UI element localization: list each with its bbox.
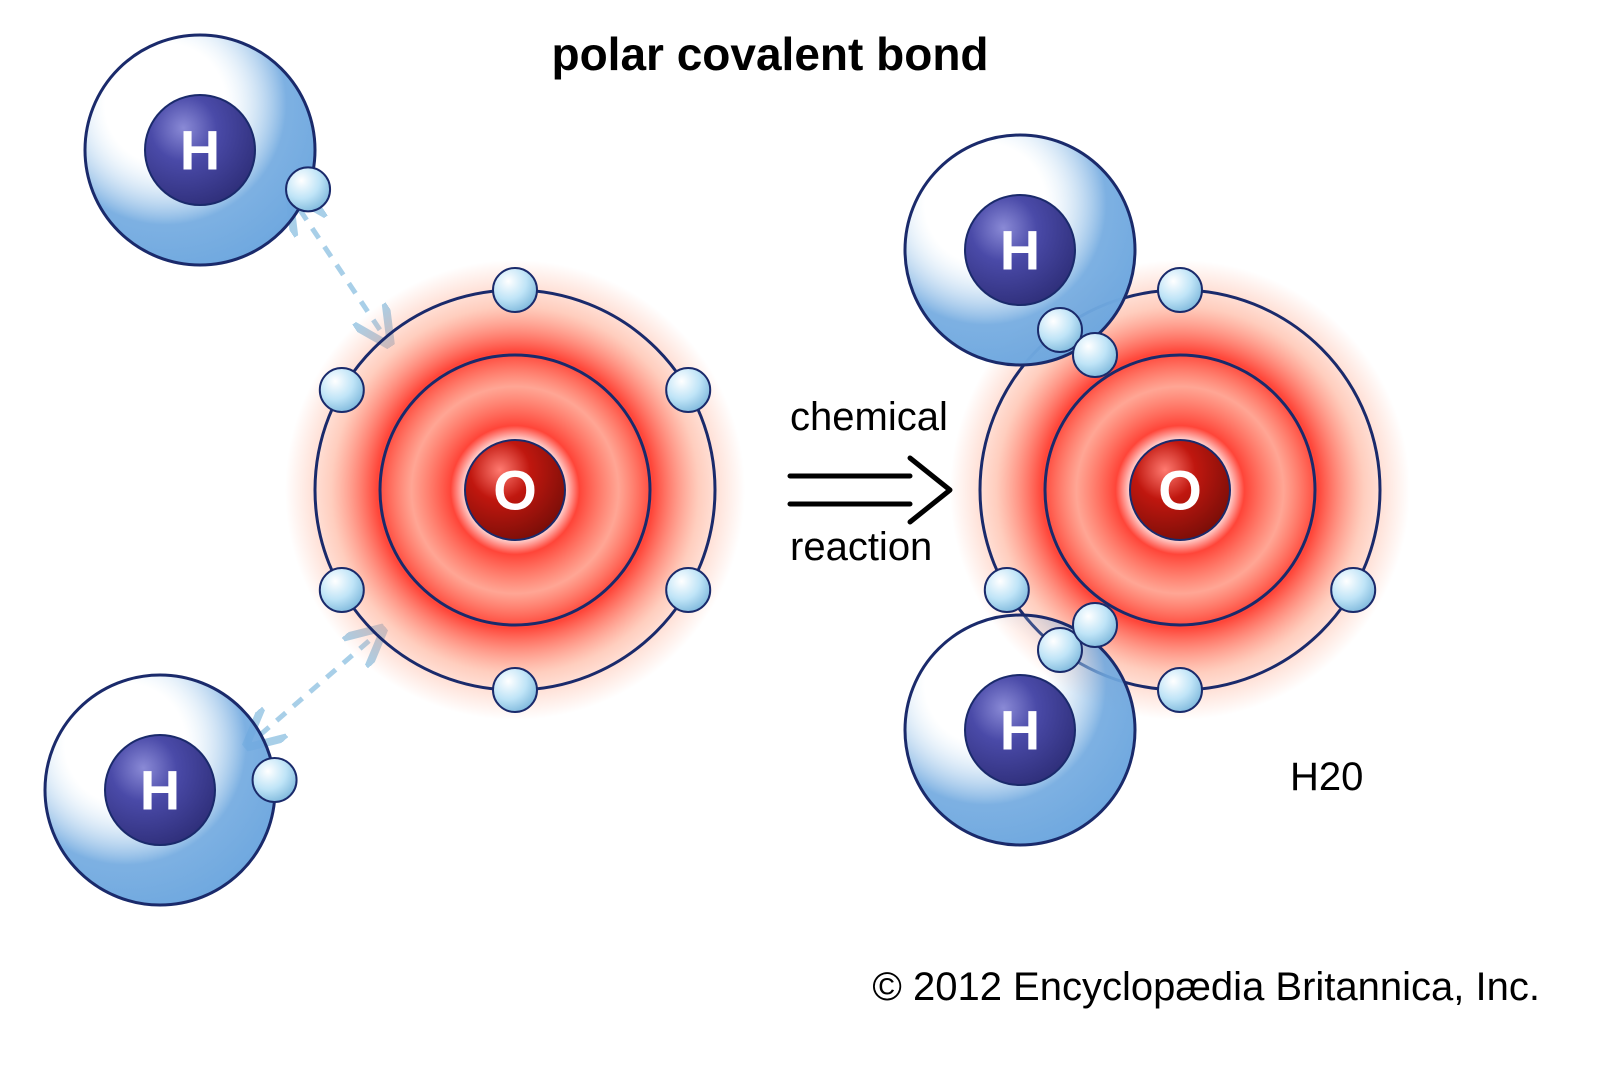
left-oxygen-electron-5 bbox=[320, 568, 364, 612]
right-oxygen-electron-3 bbox=[985, 568, 1029, 612]
left-hydrogen-1: H bbox=[85, 35, 330, 265]
left-hydrogen-2-label: H bbox=[140, 759, 180, 822]
right-hydrogen-1: H bbox=[905, 135, 1135, 365]
right-hydrogen-1-label: H bbox=[1000, 219, 1040, 282]
right-oxygen-electron-2 bbox=[1158, 668, 1202, 712]
right-hydrogen-2: H bbox=[905, 615, 1135, 845]
left-oxygen-electron-4 bbox=[493, 668, 537, 712]
bond-arrow-2 bbox=[260, 640, 370, 735]
bond1-electron-b bbox=[1073, 333, 1117, 377]
diagram-canvas: O H Hchemical reaction O H Hpolar covalent bon… bbox=[0, 0, 1600, 1066]
copyright-text: © 2012 Encyclopædia Britannica, Inc. bbox=[872, 965, 1540, 1009]
left-oxygen: O bbox=[285, 260, 745, 720]
left-hydrogen-2-electron bbox=[253, 758, 297, 802]
left-oxygen-electron-1 bbox=[493, 268, 537, 312]
bond2-electron-b bbox=[1073, 603, 1117, 647]
left-oxygen-electron-3 bbox=[666, 568, 710, 612]
right-oxygen-label: O bbox=[1158, 459, 1202, 522]
right-hydrogen-2-label: H bbox=[1000, 699, 1040, 762]
left-hydrogen-1-label: H bbox=[180, 119, 220, 182]
arrow-label-top: chemical bbox=[790, 395, 948, 439]
left-hydrogen-1-electron bbox=[286, 167, 330, 211]
left-oxygen-label: O bbox=[493, 459, 537, 522]
diagram-title: polar covalent bond bbox=[551, 28, 988, 80]
reaction-arrow bbox=[790, 458, 950, 522]
bond-arrow-1 bbox=[300, 210, 380, 330]
arrow-label-bottom: reaction bbox=[790, 525, 932, 569]
left-oxygen-electron-2 bbox=[666, 368, 710, 412]
right-oxygen-electron-0 bbox=[1158, 268, 1202, 312]
right-oxygen-electron-1 bbox=[1331, 568, 1375, 612]
product-label: H20 bbox=[1290, 755, 1363, 799]
left-hydrogen-2: H bbox=[45, 675, 297, 905]
left-oxygen-electron-0 bbox=[320, 368, 364, 412]
